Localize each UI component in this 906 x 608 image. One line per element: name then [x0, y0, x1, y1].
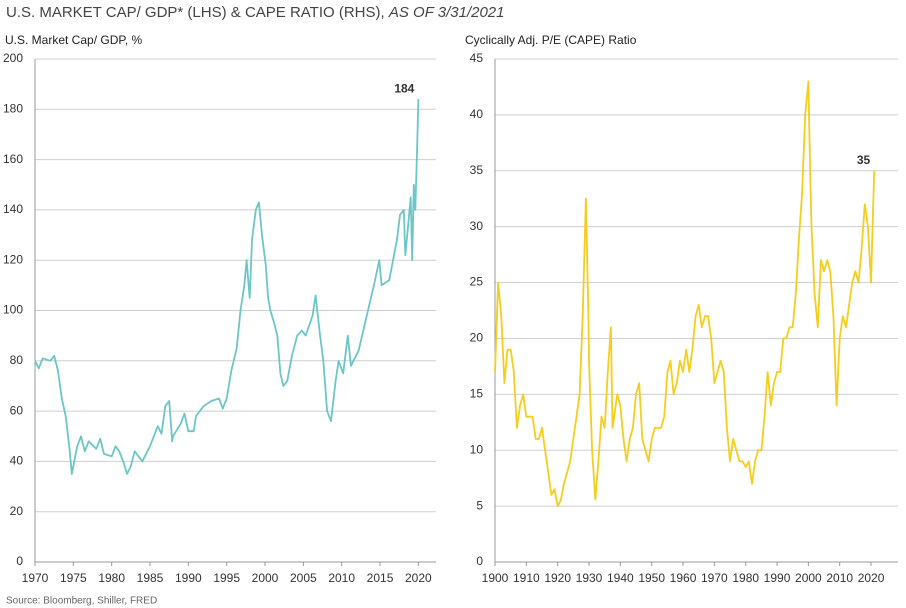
x-tick-label: 1910 [513, 571, 540, 585]
end-value-label: 184 [394, 81, 414, 95]
x-tick-label: 1975 [60, 571, 87, 585]
x-tick-label: 1970 [22, 571, 49, 585]
x-tick-label: 1900 [482, 571, 509, 585]
y-tick-label: 60 [10, 403, 24, 417]
x-tick-label: 1920 [544, 571, 571, 585]
y-tick-label: 20 [470, 331, 484, 345]
y-tick-label: 160 [3, 152, 23, 166]
y-tick-label: 40 [10, 454, 24, 468]
end-value-label: 35 [857, 153, 871, 167]
x-tick-label: 2020 [858, 571, 885, 585]
y-tick-label: 180 [3, 101, 23, 115]
x-tick-label: 1940 [607, 571, 634, 585]
x-tick-label: 1990 [175, 571, 202, 585]
y-tick-label: 20 [10, 504, 24, 518]
y-axis-label: Cyclically Adj. P/E (CAPE) Ratio [465, 33, 637, 47]
x-tick-label: 2010 [826, 571, 853, 585]
y-tick-label: 5 [476, 498, 483, 512]
y-tick-label: 45 [470, 51, 484, 65]
x-tick-label: 2005 [290, 571, 317, 585]
title-main: U.S. MARKET CAP/ GDP* (LHS) & CAPE RATIO… [6, 4, 385, 21]
x-tick-label: 1995 [213, 571, 240, 585]
source-note: Source: Bloomberg, Shiller, FRED [6, 596, 157, 607]
y-tick-label: 15 [470, 387, 484, 401]
y-tick-label: 40 [470, 107, 484, 121]
x-tick-label: 2010 [328, 571, 355, 585]
x-tick-label: 2020 [405, 571, 432, 585]
x-tick-label: 1960 [670, 571, 697, 585]
x-tick-label: 1950 [638, 571, 665, 585]
x-tick-label: 2015 [367, 571, 394, 585]
data-line [494, 80, 876, 507]
y-tick-label: 140 [3, 202, 23, 216]
y-tick-label: 80 [10, 353, 24, 367]
chart-title: U.S. MARKET CAP/ GDP* (LHS) & CAPE RATIO… [6, 4, 504, 21]
x-tick-label: 1990 [764, 571, 791, 585]
y-tick-label: 200 [3, 51, 23, 65]
y-tick-label: 25 [470, 275, 484, 289]
x-tick-label: 2000 [795, 571, 822, 585]
title-note: AS OF 3/31/2021 [388, 4, 505, 21]
x-tick-label: 1980 [98, 571, 125, 585]
y-tick-label: 0 [16, 554, 23, 568]
x-tick-label: 1980 [732, 571, 759, 585]
x-tick-label: 1930 [576, 571, 603, 585]
data-line [34, 99, 420, 475]
y-tick-label: 30 [470, 219, 484, 233]
x-tick-label: 1985 [137, 571, 164, 585]
y-tick-label: 0 [476, 554, 483, 568]
y-axis-label: U.S. Market Cap/ GDP, % [5, 33, 142, 47]
y-tick-label: 10 [470, 442, 484, 456]
y-tick-label: 35 [470, 163, 484, 177]
x-tick-label: 1970 [701, 571, 728, 585]
x-tick-label: 2000 [252, 571, 279, 585]
y-tick-label: 100 [3, 303, 23, 317]
y-tick-label: 120 [3, 252, 23, 266]
